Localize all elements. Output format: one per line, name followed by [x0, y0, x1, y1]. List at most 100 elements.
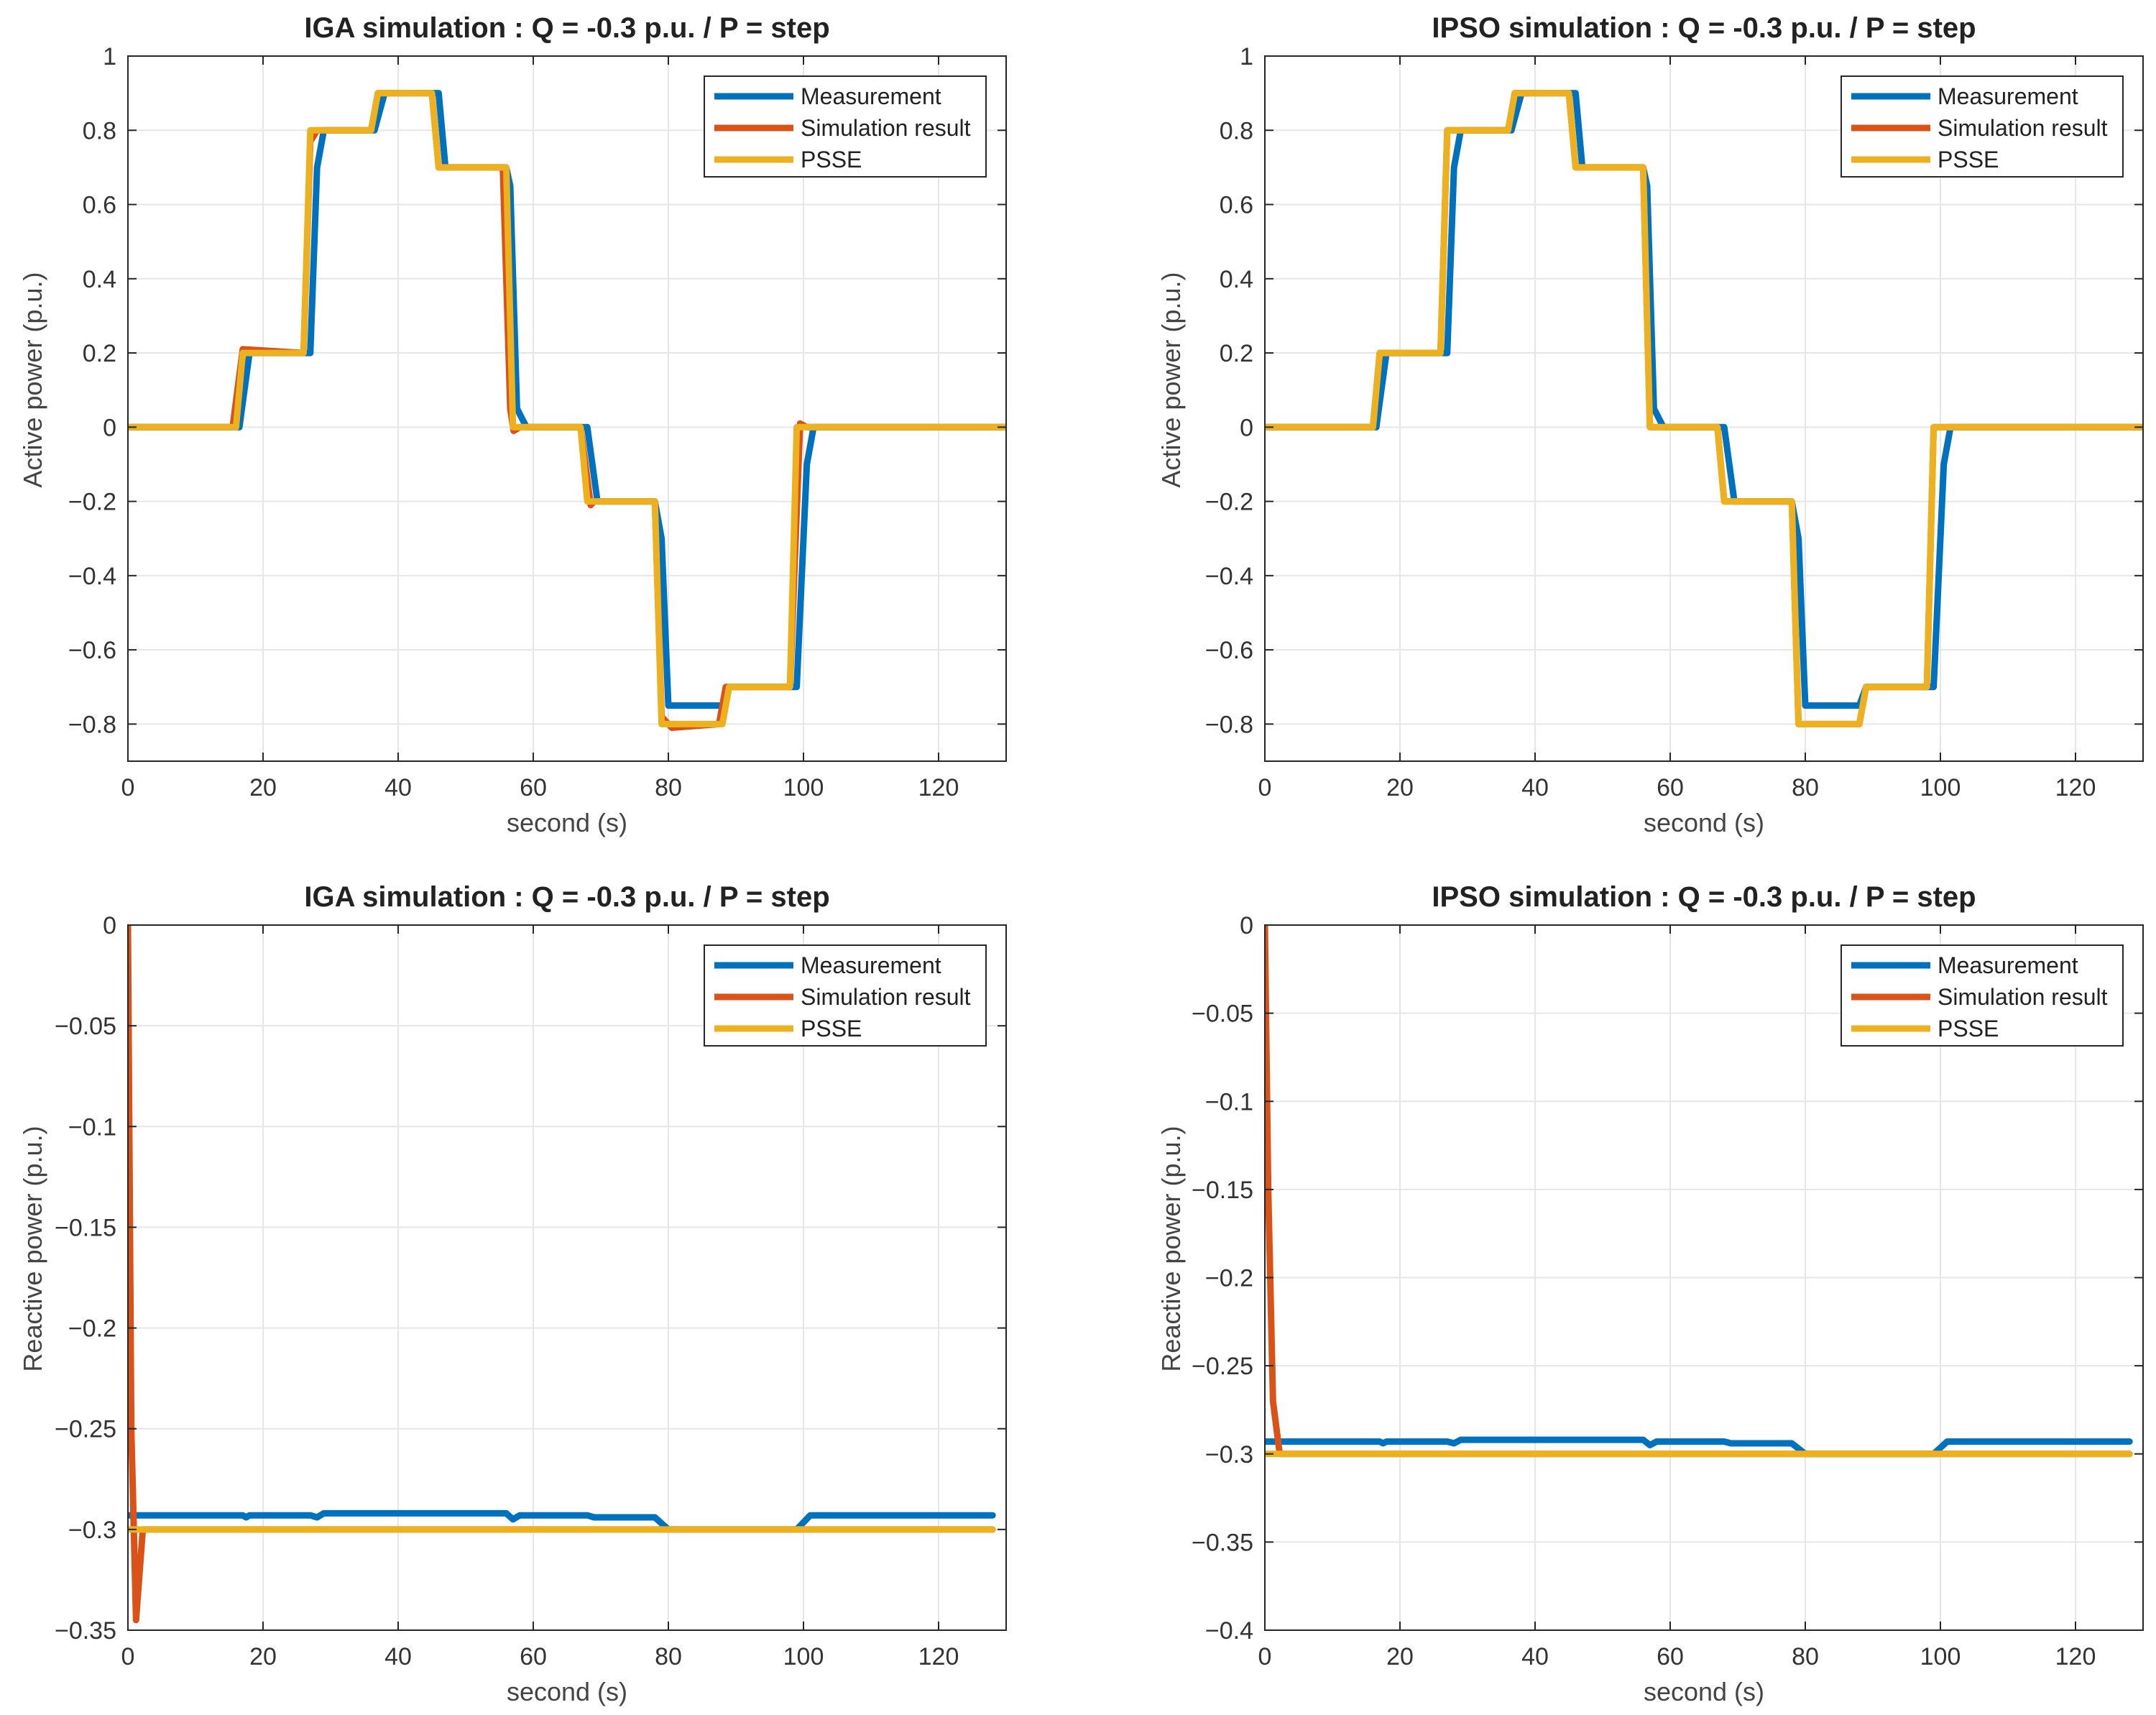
y-tick-label: −0.2 [68, 1315, 116, 1343]
legend-entry: Measurement [801, 83, 941, 109]
x-axis-label: second (s) [507, 808, 627, 837]
x-tick-label: 120 [2055, 774, 2096, 801]
x-tick-label: 100 [783, 774, 824, 801]
y-tick-label: −0.3 [68, 1517, 116, 1544]
chart-title: IPSO simulation : Q = -0.3 p.u. / P = st… [1432, 12, 1976, 44]
y-tick-label: −0.1 [68, 1113, 116, 1141]
x-tick-label: 20 [249, 774, 277, 801]
y-tick-label: −0.6 [68, 637, 116, 664]
y-tick-label: 1 [103, 43, 116, 70]
y-tick-label: 0.2 [83, 340, 116, 367]
y-tick-label: 0 [103, 414, 116, 441]
y-tick-label: 0.4 [83, 266, 116, 293]
legend-entry: Measurement [1938, 952, 2078, 978]
x-axis-label: second (s) [1644, 808, 1764, 837]
x-tick-label: 60 [1657, 774, 1684, 801]
x-axis-label: second (s) [1644, 1677, 1764, 1706]
x-tick-label: 100 [1920, 1643, 1961, 1670]
y-tick-label: −0.35 [1192, 1529, 1253, 1556]
y-tick-label: 0 [1240, 912, 1253, 939]
chart-title: IGA simulation : Q = -0.3 p.u. / P = ste… [304, 881, 829, 913]
y-tick-label: 0.8 [83, 117, 116, 144]
y-tick-label: 0 [1240, 414, 1253, 441]
y-tick-label: 0 [103, 912, 116, 939]
y-axis-label: Reactive power (p.u.) [1156, 1126, 1186, 1371]
y-tick-label: 0.6 [83, 192, 116, 219]
legend: Measurement Simulation result PSSE [1841, 75, 2124, 178]
y-tick-label: −0.05 [55, 1013, 116, 1040]
series-line-psse [128, 90, 1006, 727]
legend-entry: PSSE [801, 1016, 862, 1042]
legend: Measurement Simulation result PSSE [704, 944, 987, 1047]
y-tick-label: −0.2 [1205, 1265, 1253, 1292]
x-tick-label: 40 [1521, 774, 1549, 801]
x-tick-label: 80 [655, 1643, 682, 1670]
x-tick-label: 60 [1657, 1643, 1684, 1670]
y-tick-label: 0.8 [1220, 117, 1253, 144]
y-tick-label: −0.2 [1205, 489, 1253, 516]
y-axis-label: Active power (p.u.) [1156, 272, 1186, 487]
y-axis-label: Active power (p.u.) [18, 272, 47, 487]
chart-iga-reactive: 0 20 40 60 80 100 120 −0.35 −0.3 −0.25 −0.2 −0.15 −0… [18, 881, 1007, 1706]
axes-frame [1264, 55, 2144, 762]
y-axis-label: Reactive power (p.u.) [18, 1126, 47, 1371]
x-tick-label: 40 [384, 1643, 412, 1670]
x-tick-label: 60 [520, 1643, 547, 1670]
y-tick-label: −0.25 [1192, 1353, 1253, 1380]
x-tick-label: 0 [1258, 774, 1272, 801]
x-tick-label: 0 [1258, 1643, 1272, 1670]
axes-frame [127, 924, 1007, 1631]
y-tick-label: −0.4 [1205, 563, 1253, 590]
legend-entry: Measurement [1938, 83, 2078, 109]
y-tick-label: −0.15 [55, 1214, 116, 1241]
x-tick-label: 20 [1386, 1643, 1414, 1670]
x-tick-label: 120 [918, 774, 959, 801]
chart-iga-active: 0 20 40 60 80 100 120 −0.8 −0.6 −0.4 −0.2 0 0.2 0.4 0.… [18, 12, 1007, 837]
y-tick-label: −0.2 [68, 489, 116, 516]
y-tick-label: −0.4 [68, 563, 116, 590]
x-tick-label: 80 [1792, 1643, 1819, 1670]
x-tick-label: 20 [1386, 774, 1414, 801]
axes-frame [127, 55, 1007, 762]
x-tick-label: 120 [2055, 1643, 2096, 1670]
y-tick-label: 0.6 [1220, 192, 1253, 219]
x-tick-label: 0 [121, 1643, 135, 1670]
legend-entry: Simulation result [1938, 115, 2108, 141]
legend-entry: Simulation result [801, 984, 971, 1010]
series-line-psse [1265, 90, 2143, 727]
y-tick-label: −0.8 [68, 711, 116, 738]
legend: Measurement Simulation result PSSE [704, 75, 987, 178]
x-tick-label: 40 [1521, 1643, 1549, 1670]
x-tick-label: 100 [1920, 774, 1961, 801]
y-tick-label: 0.4 [1220, 266, 1253, 293]
y-tick-label: −0.1 [1205, 1088, 1253, 1116]
y-tick-label: 1 [1240, 43, 1253, 70]
x-tick-label: 0 [121, 774, 135, 801]
x-tick-label: 120 [918, 1643, 959, 1670]
x-axis-label: second (s) [507, 1677, 627, 1706]
y-tick-label: −0.35 [55, 1617, 116, 1645]
legend: Measurement Simulation result PSSE [1841, 944, 2124, 1047]
y-tick-label: −0.8 [1205, 711, 1253, 738]
y-tick-label: 0.2 [1220, 340, 1253, 367]
x-tick-label: 60 [520, 774, 547, 801]
x-tick-label: 20 [249, 1643, 277, 1670]
x-tick-label: 80 [1792, 774, 1819, 801]
x-tick-label: 100 [783, 1643, 824, 1670]
legend-entry: Simulation result [801, 115, 971, 141]
legend-entry: Simulation result [1938, 984, 2108, 1010]
x-tick-label: 80 [655, 774, 682, 801]
y-tick-label: −0.3 [1205, 1441, 1253, 1468]
chart-title: IPSO simulation : Q = -0.3 p.u. / P = st… [1432, 881, 1976, 913]
y-tick-label: −0.05 [1192, 1001, 1253, 1028]
chart-ipso-active: 0 20 40 60 80 100 120 −0.8 −0.6 −0.4 −0.2 0 0.2 0.4 0.… [1156, 12, 2144, 837]
x-tick-label: 40 [384, 774, 412, 801]
chart-title: IGA simulation : Q = -0.3 p.u. / P = ste… [304, 12, 829, 44]
legend-entry: Measurement [801, 952, 941, 978]
legend-entry: PSSE [1938, 147, 1999, 173]
legend-entry: PSSE [1938, 1016, 1999, 1042]
y-tick-label: −0.25 [55, 1416, 116, 1443]
y-tick-label: −0.4 [1205, 1617, 1253, 1645]
chart-ipso-reactive: 0 20 40 60 80 100 120 −0.4 −0.35 −0.3 −0.25 −0.2 −0.… [1156, 881, 2144, 1706]
